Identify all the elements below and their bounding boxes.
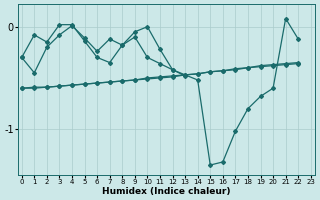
X-axis label: Humidex (Indice chaleur): Humidex (Indice chaleur) bbox=[102, 187, 230, 196]
